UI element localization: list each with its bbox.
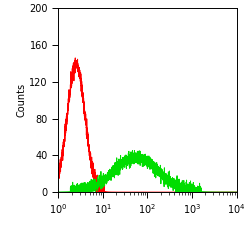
Y-axis label: Counts: Counts: [17, 83, 27, 117]
